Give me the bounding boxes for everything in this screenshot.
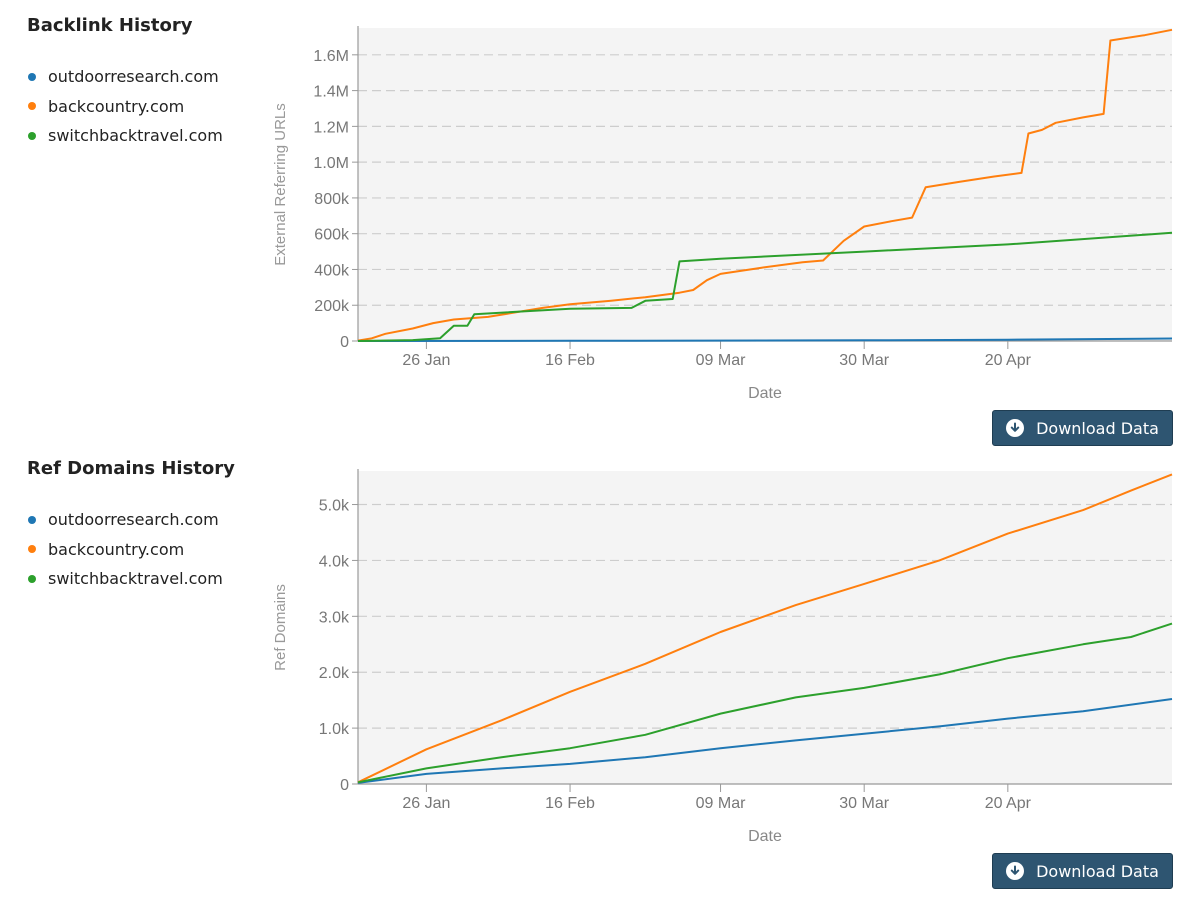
- x-axis-title: Date: [748, 385, 782, 402]
- legend-label: backcountry.com: [48, 539, 185, 559]
- y-axis-title: External Referring URLs: [272, 103, 289, 266]
- y-tick-label: 1.2M: [313, 119, 349, 136]
- ref-domains-history-section: Ref Domains History outdoorresearch.com …: [0, 443, 1200, 893]
- series-line-outdoorresearch: [357, 698, 1173, 784]
- series-line-switchbacktravel: [357, 622, 1173, 784]
- legend-item-outdoorresearch[interactable]: outdoorresearch.com: [28, 505, 223, 535]
- x-tick-label: 16 Feb: [545, 352, 595, 369]
- series-line-outdoorresearch: [357, 337, 1173, 342]
- y-tick-label: 5.0k: [319, 498, 350, 515]
- legend-label: outdoorresearch.com: [48, 67, 219, 87]
- section-title: Backlink History: [27, 15, 193, 36]
- download-data-button[interactable]: Download Data: [992, 853, 1173, 889]
- y-tick-label: 800k: [314, 191, 350, 208]
- y-tick-label: 1.0M: [313, 155, 349, 172]
- y-tick-label: 1.6M: [313, 48, 349, 65]
- legend-label: switchbacktravel.com: [48, 569, 223, 589]
- x-tick-label: 20 Apr: [985, 352, 1032, 369]
- legend-item-switchbacktravel[interactable]: switchbacktravel.com: [28, 564, 223, 594]
- plot-background: [358, 28, 1172, 341]
- x-tick-label: 30 Mar: [839, 795, 889, 812]
- x-axis-title: Date: [748, 828, 782, 845]
- legend-dot-icon: [28, 574, 36, 583]
- legend-item-outdoorresearch[interactable]: outdoorresearch.com: [28, 62, 223, 92]
- legend-label: outdoorresearch.com: [48, 510, 219, 530]
- legend-dot-icon: [28, 545, 36, 554]
- y-tick-label: 200k: [314, 298, 350, 315]
- download-arrow-icon: [1006, 419, 1025, 437]
- x-tick-label: 09 Mar: [696, 352, 746, 369]
- plot-background: [358, 471, 1172, 784]
- legend-dot-icon: [28, 72, 36, 81]
- x-tick-label: 20 Apr: [985, 795, 1032, 812]
- y-axis-title: Ref Domains: [272, 584, 289, 671]
- legend-dot-icon: [28, 102, 36, 111]
- download-data-button[interactable]: Download Data: [992, 410, 1173, 446]
- x-tick-label: 09 Mar: [696, 795, 746, 812]
- legend-dot-icon: [28, 515, 36, 524]
- chart-legend: outdoorresearch.com backcountry.com swit…: [28, 505, 223, 594]
- y-tick-label: 0: [340, 334, 349, 351]
- download-data-label: Download Data: [1036, 861, 1159, 881]
- x-tick-label: 26 Jan: [402, 352, 450, 369]
- legend-item-backcountry[interactable]: backcountry.com: [28, 92, 223, 122]
- download-arrow-icon: [1006, 862, 1025, 880]
- x-tick-label: 26 Jan: [402, 795, 450, 812]
- backlink-history-chart: 0 200k 400k 600k 800k 1.0M 1.2M 1.4M 1.6M 26 Jan 1…: [272, 26, 1173, 402]
- legend-label: backcountry.com: [48, 96, 185, 116]
- y-tick-label: 3.0k: [319, 609, 350, 626]
- x-tick-label: 16 Feb: [545, 795, 595, 812]
- y-tick-label: 600k: [314, 227, 350, 244]
- download-data-label: Download Data: [1036, 418, 1159, 438]
- chart-legend: outdoorresearch.com backcountry.com swit…: [28, 62, 223, 151]
- backlink-history-section: Backlink History outdoorresearch.com bac…: [0, 0, 1200, 450]
- y-tick-label: 4.0k: [319, 553, 350, 570]
- ref-domains-history-chart: 0 1.0k 2.0k 3.0k 4.0k 5.0k 26 Jan 16 Feb 09 Mar 3…: [272, 469, 1173, 845]
- y-tick-label: 1.0k: [319, 721, 350, 738]
- y-tick-label: 0: [340, 777, 349, 794]
- legend-dot-icon: [28, 131, 36, 140]
- y-tick-label: 2.0k: [319, 665, 350, 682]
- y-tick-label: 1.4M: [313, 84, 349, 101]
- legend-label: switchbacktravel.com: [48, 126, 223, 146]
- series-line-backcountry: [357, 473, 1173, 784]
- y-tick-label: 400k: [314, 262, 350, 279]
- x-tick-label: 30 Mar: [839, 352, 889, 369]
- series-line-switchbacktravel: [357, 231, 1173, 342]
- legend-item-backcountry[interactable]: backcountry.com: [28, 535, 223, 565]
- series-line-backcountry: [357, 28, 1173, 342]
- legend-item-switchbacktravel[interactable]: switchbacktravel.com: [28, 121, 223, 151]
- section-title: Ref Domains History: [27, 458, 235, 479]
